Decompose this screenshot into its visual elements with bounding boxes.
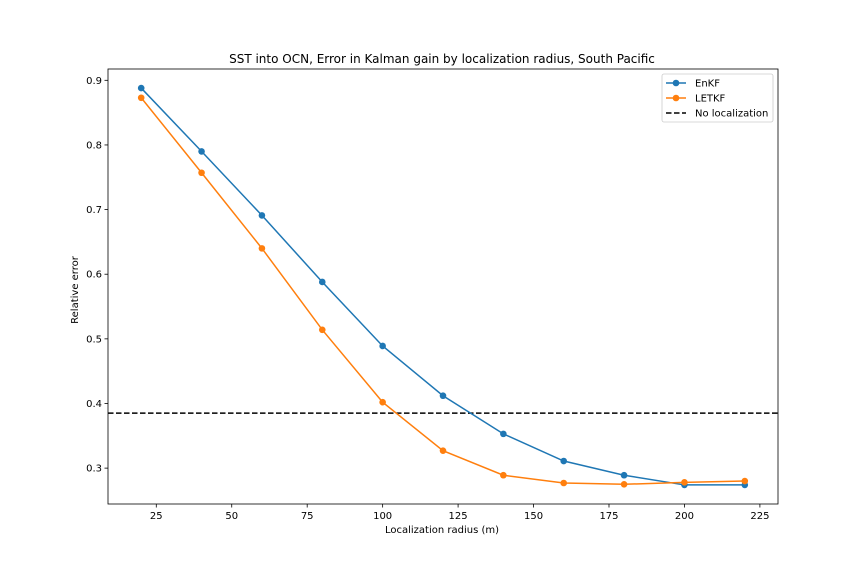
- legend-marker-enkf: [672, 79, 680, 87]
- data-point-letkf: [500, 471, 507, 479]
- x-tick-label: 75: [301, 511, 314, 522]
- data-point-enkf: [318, 278, 326, 286]
- data-point-enkf: [137, 84, 145, 92]
- legend-box: [661, 73, 774, 123]
- data-point-letkf: [258, 245, 266, 252]
- legend-label-no-localization: No localization: [695, 109, 768, 120]
- data-point-enkf: [500, 430, 507, 438]
- data-point-letkf: [137, 94, 145, 102]
- plot-area: 25 50 75 100 125 150 175 200 225 0.3 0.4 0.5 0.6 0.7 0…: [86, 68, 779, 522]
- y-tick-label: 0.3: [86, 464, 102, 475]
- data-point-enkf: [379, 342, 386, 350]
- data-point-letkf: [560, 479, 568, 487]
- data-point-enkf: [198, 148, 205, 155]
- legend-label-enkf: EnKF: [695, 79, 720, 90]
- y-tick-label: 0.7: [86, 205, 102, 216]
- legend-marker-letkf: [672, 94, 680, 102]
- axes-frame: [107, 68, 779, 505]
- x-tick-label: 200: [675, 511, 694, 522]
- x-tick-label: 125: [449, 511, 468, 522]
- data-point-letkf: [198, 169, 205, 177]
- legend: EnKF LETKF No localization: [661, 73, 774, 123]
- y-tick-label: 0.8: [86, 140, 102, 151]
- x-tick-label: 100: [373, 511, 392, 522]
- series-line-enkf: [140, 87, 745, 486]
- y-axis-label: Relative error: [70, 255, 81, 324]
- data-point-letkf: [318, 326, 326, 334]
- data-point-enkf: [560, 457, 568, 465]
- data-point-enkf: [439, 392, 447, 400]
- data-point-letkf: [741, 477, 749, 485]
- data-point-enkf: [620, 471, 628, 479]
- chart-title: SST into OCN, Error in Kalman gain by lo…: [229, 52, 655, 66]
- data-point-letkf: [439, 447, 447, 454]
- data-point-letkf: [379, 398, 386, 406]
- x-tick-label: 50: [225, 511, 238, 522]
- data-point-letkf: [620, 480, 628, 488]
- y-tick-label: 0.4: [86, 399, 102, 410]
- y-tick-label: 0.9: [86, 76, 102, 87]
- y-tick-label: 0.5: [86, 334, 102, 345]
- x-axis-label: Localization radius (m): [385, 525, 499, 536]
- series-line-letkf: [140, 97, 745, 486]
- x-tick-label: 225: [750, 511, 769, 522]
- x-tick-label: 150: [524, 511, 543, 522]
- x-tick-label: 25: [150, 511, 163, 522]
- x-tick-label: 175: [599, 511, 618, 522]
- y-tick-label: 0.6: [86, 270, 102, 281]
- data-point-letkf: [681, 479, 688, 486]
- data-point-enkf: [258, 212, 266, 219]
- legend-label-letkf: LETKF: [695, 94, 726, 105]
